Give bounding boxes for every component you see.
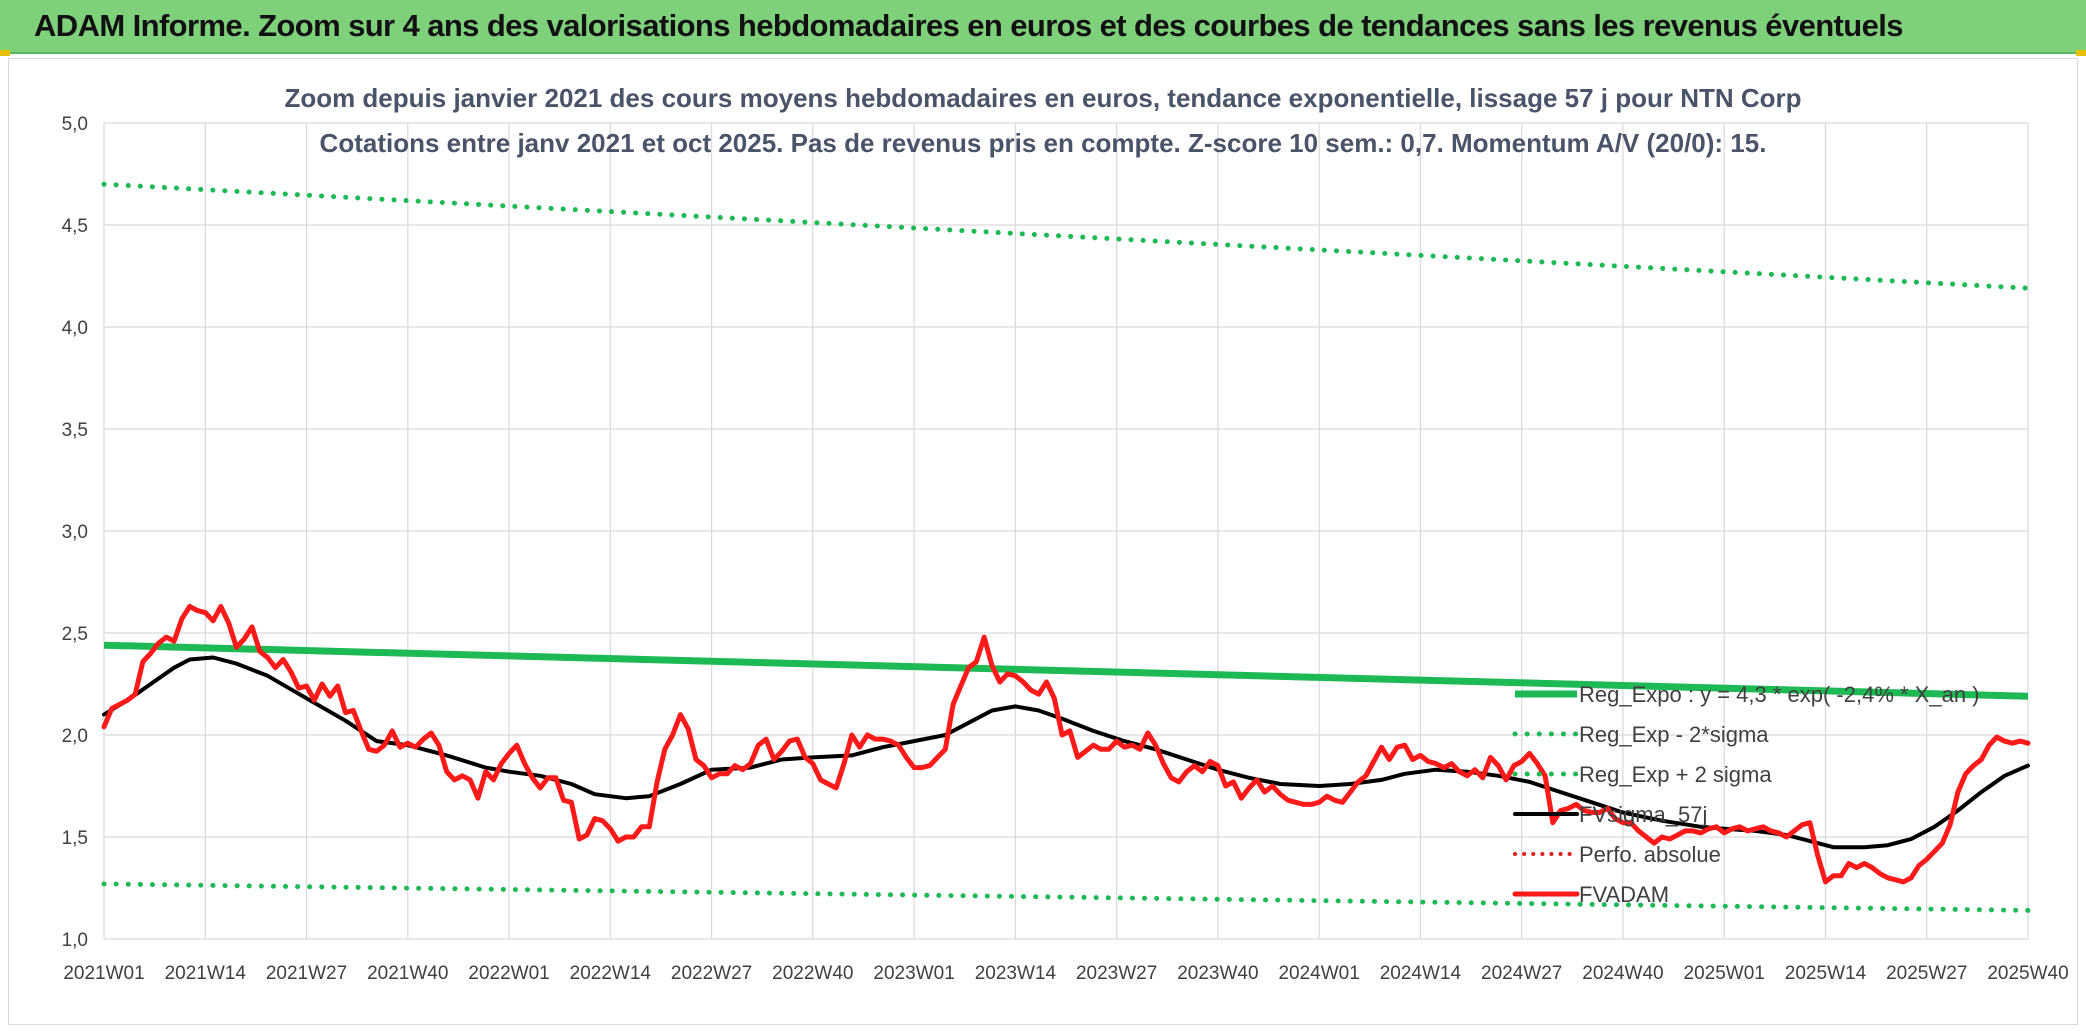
legend-label-3: FVsigma_57j bbox=[1579, 802, 1707, 827]
report-title: ADAM Informe. Zoom sur 4 ans des valoris… bbox=[34, 8, 1904, 43]
series-line-2 bbox=[101, 181, 2031, 291]
y-tick-label: 2,0 bbox=[62, 726, 88, 747]
legend-label-1: Reg_Exp - 2*sigma bbox=[1579, 722, 1769, 747]
x-tick-label: 2025W27 bbox=[1886, 963, 1967, 984]
x-tick-label: 2023W14 bbox=[975, 963, 1057, 984]
legend-label-2: Reg_Exp + 2 sigma bbox=[1579, 762, 1772, 787]
x-tick-label: 2021W40 bbox=[367, 963, 448, 984]
x-tick-label: 2025W01 bbox=[1684, 963, 1765, 984]
x-tick-label: 2021W27 bbox=[266, 963, 347, 984]
x-tick-label: 2022W40 bbox=[772, 963, 853, 984]
y-tick-label: 5,0 bbox=[62, 114, 88, 135]
corner-accent-left bbox=[0, 50, 10, 56]
series-line-1 bbox=[101, 881, 2031, 913]
y-tick-label: 1,0 bbox=[62, 930, 88, 951]
report-banner: ADAM Informe. Zoom sur 4 ans des valoris… bbox=[0, 0, 2086, 54]
grid-lines bbox=[103, 122, 2029, 940]
y-tick-label: 1,5 bbox=[62, 828, 88, 849]
series-line-5 bbox=[101, 604, 2031, 885]
legend-label-4: Perfo. absolue bbox=[1579, 842, 1721, 867]
chart-title: Zoom depuis janvier 2021 des cours moyen… bbox=[284, 83, 1801, 113]
x-tick-label: 2022W01 bbox=[468, 963, 549, 984]
x-tick-label: 2022W27 bbox=[671, 963, 752, 984]
x-tick-label: 2023W27 bbox=[1076, 963, 1157, 984]
y-tick-label: 3,0 bbox=[62, 522, 88, 543]
series-line-0 bbox=[103, 641, 2029, 700]
legend-label-5: FVADAM bbox=[1579, 882, 1669, 907]
chart-subtitle: Cotations entre janv 2021 et oct 2025. P… bbox=[320, 128, 1767, 158]
chart-titles: Zoom depuis janvier 2021 des cours moyen… bbox=[284, 83, 1801, 158]
x-tick-label: 2021W01 bbox=[63, 963, 144, 984]
x-tick-label: 2023W40 bbox=[1177, 963, 1258, 984]
axis-ticks: 1,0 1,5 2,0 2,5 3,0 3,5 4,0 4,5 5,0 2021W01 2021W1… bbox=[62, 114, 2069, 984]
x-tick-label: 2025W14 bbox=[1785, 963, 1867, 984]
legend-label-0: Reg_Expo : y = 4,3 * exp( -2,4% * X_an ) bbox=[1579, 682, 1980, 707]
y-tick-label: 4,5 bbox=[62, 216, 88, 237]
y-tick-label: 2,5 bbox=[62, 624, 88, 645]
x-tick-label: 2022W14 bbox=[570, 963, 652, 984]
chart-panel bbox=[8, 58, 2078, 1025]
x-tick-label: 2024W14 bbox=[1380, 963, 1462, 984]
corner-accent-right bbox=[2076, 50, 2086, 56]
y-tick-label: 4,0 bbox=[62, 318, 88, 339]
x-tick-label: 2024W40 bbox=[1582, 963, 1663, 984]
y-tick-label: 3,5 bbox=[62, 420, 88, 441]
x-tick-label: 2021W14 bbox=[165, 963, 247, 984]
x-tick-label: 2024W01 bbox=[1278, 963, 1359, 984]
x-tick-label: 2025W40 bbox=[1987, 963, 2068, 984]
chart-legend: Reg_Expo : y = 4,3 * exp( -2,4% * X_an )… bbox=[1512, 682, 1980, 907]
x-tick-label: 2024W27 bbox=[1481, 963, 1562, 984]
series-lines bbox=[101, 181, 2031, 913]
x-tick-label: 2023W01 bbox=[873, 963, 954, 984]
